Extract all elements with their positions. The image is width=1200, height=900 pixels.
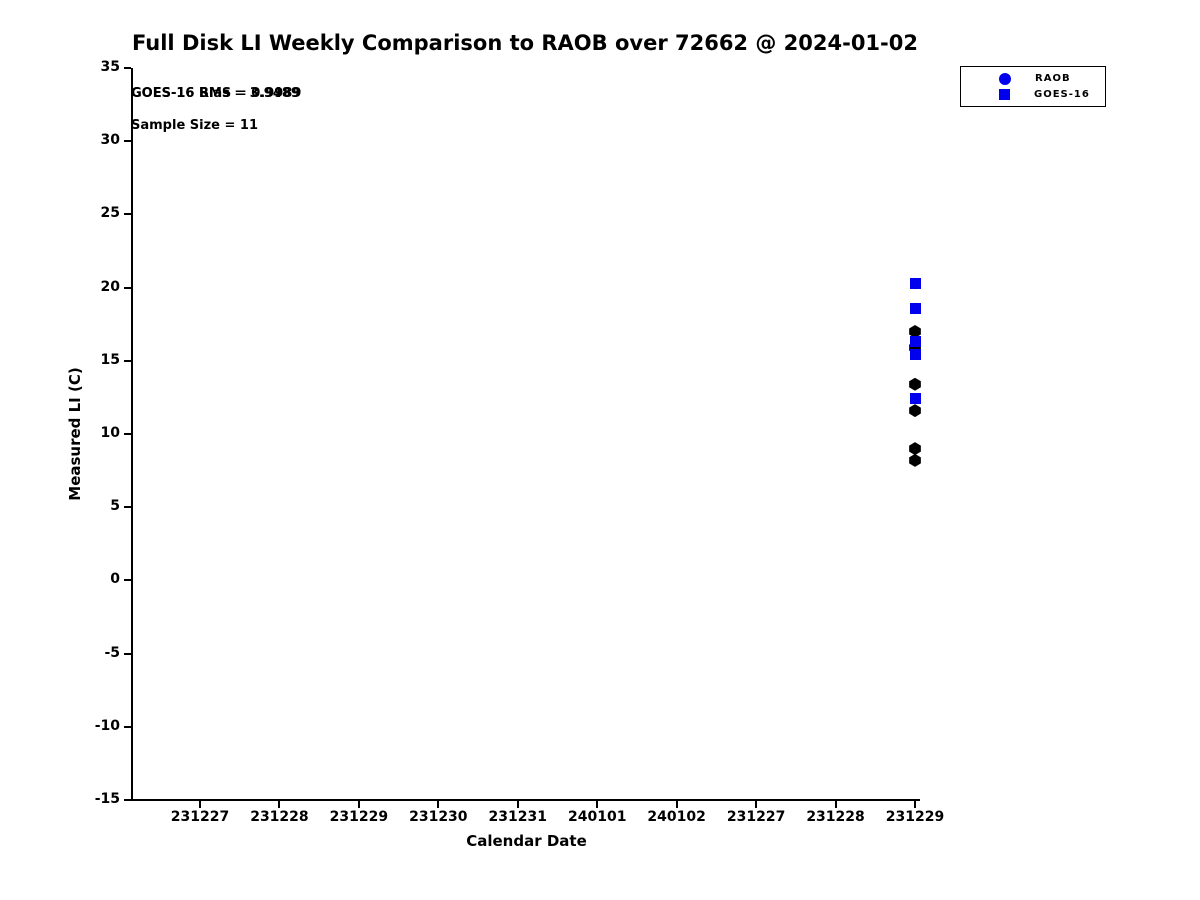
y-tick-mark [124, 506, 131, 509]
legend-label-goes16: GOES-16 [1034, 89, 1090, 100]
data-point-raob [909, 453, 921, 467]
x-tick-label: 231229 [885, 809, 945, 825]
x-axis-line [131, 799, 920, 801]
x-tick-mark [596, 801, 599, 808]
x-tick-label: 240102 [647, 809, 706, 825]
x-tick-label: 231228 [250, 809, 309, 825]
x-tick-label: 231230 [409, 809, 468, 825]
y-tick-label: 30 [100, 132, 120, 149]
x-tick-mark [516, 801, 519, 808]
y-tick-label: 25 [100, 205, 120, 222]
y-tick-label: 35 [100, 59, 120, 75]
y-tick-mark [124, 799, 131, 801]
data-point-goes16 [909, 349, 921, 361]
y-tick-label: -15 [94, 791, 120, 807]
x-tick-mark [834, 801, 837, 808]
y-tick-label: 15 [100, 351, 120, 368]
x-tick-label: 231227 [726, 809, 786, 825]
y-tick-mark [124, 579, 131, 582]
x-tick-mark [199, 801, 201, 808]
x-tick-mark [755, 801, 758, 808]
y-tick-mark [124, 725, 131, 728]
y-tick-label: 10 [100, 425, 120, 441]
y-tick-label: -10 [94, 717, 120, 734]
data-point-raob [909, 377, 921, 391]
y-tick-label: 0 [110, 571, 120, 588]
goes16-square-icon [999, 89, 1010, 100]
y-tick-mark [124, 67, 131, 69]
y-tick-mark [124, 433, 131, 435]
data-point-goes16 [909, 336, 921, 348]
x-tick-label: 231231 [488, 809, 547, 825]
y-tick-mark [124, 652, 131, 655]
x-tick-label: 240101 [567, 809, 627, 825]
legend: RAOB GOES-16 [960, 66, 1106, 107]
sample-size-annotation: Sample Size = 11 [131, 118, 259, 133]
y-axis-line [131, 68, 133, 801]
legend-row-goes16: GOES-16 [999, 88, 1105, 101]
data-point-raob [909, 404, 921, 418]
data-point-raob [909, 442, 921, 456]
x-tick-mark [278, 801, 281, 808]
legend-label-raob: RAOB [1035, 73, 1071, 84]
x-tick-mark [357, 801, 360, 808]
x-tick-label: 231228 [806, 809, 865, 825]
chart-title: Full Disk LI Weekly Comparison to RAOB o… [131, 31, 918, 55]
y-tick-label: 20 [100, 278, 120, 295]
y-tick-label: 5 [110, 498, 120, 515]
x-tick-mark [437, 801, 440, 808]
data-point-goes16 [909, 302, 921, 314]
y-tick-mark [124, 286, 131, 289]
y-tick-mark [124, 140, 131, 143]
data-point-raob [909, 325, 921, 339]
data-point-goes16 [909, 393, 921, 405]
rms-annotation: GOES-16 RMS = 0.9989 [131, 86, 302, 101]
bias-annotation: GOES-16 Bias = 3.9489 [131, 86, 300, 101]
data-point-raob [909, 341, 921, 355]
x-tick-label: 231229 [329, 809, 389, 825]
y-tick-label: -5 [104, 644, 120, 661]
x-tick-label: 231227 [170, 809, 230, 825]
data-point-goes16 [909, 277, 921, 289]
raob-circle-icon [999, 72, 1011, 85]
x-axis-title: Calendar Date [466, 832, 587, 850]
y-tick-mark [124, 359, 131, 362]
x-tick-mark [914, 801, 916, 808]
x-tick-mark [675, 801, 678, 808]
y-tick-mark [124, 213, 131, 216]
legend-row-raob: RAOB [999, 72, 1105, 85]
